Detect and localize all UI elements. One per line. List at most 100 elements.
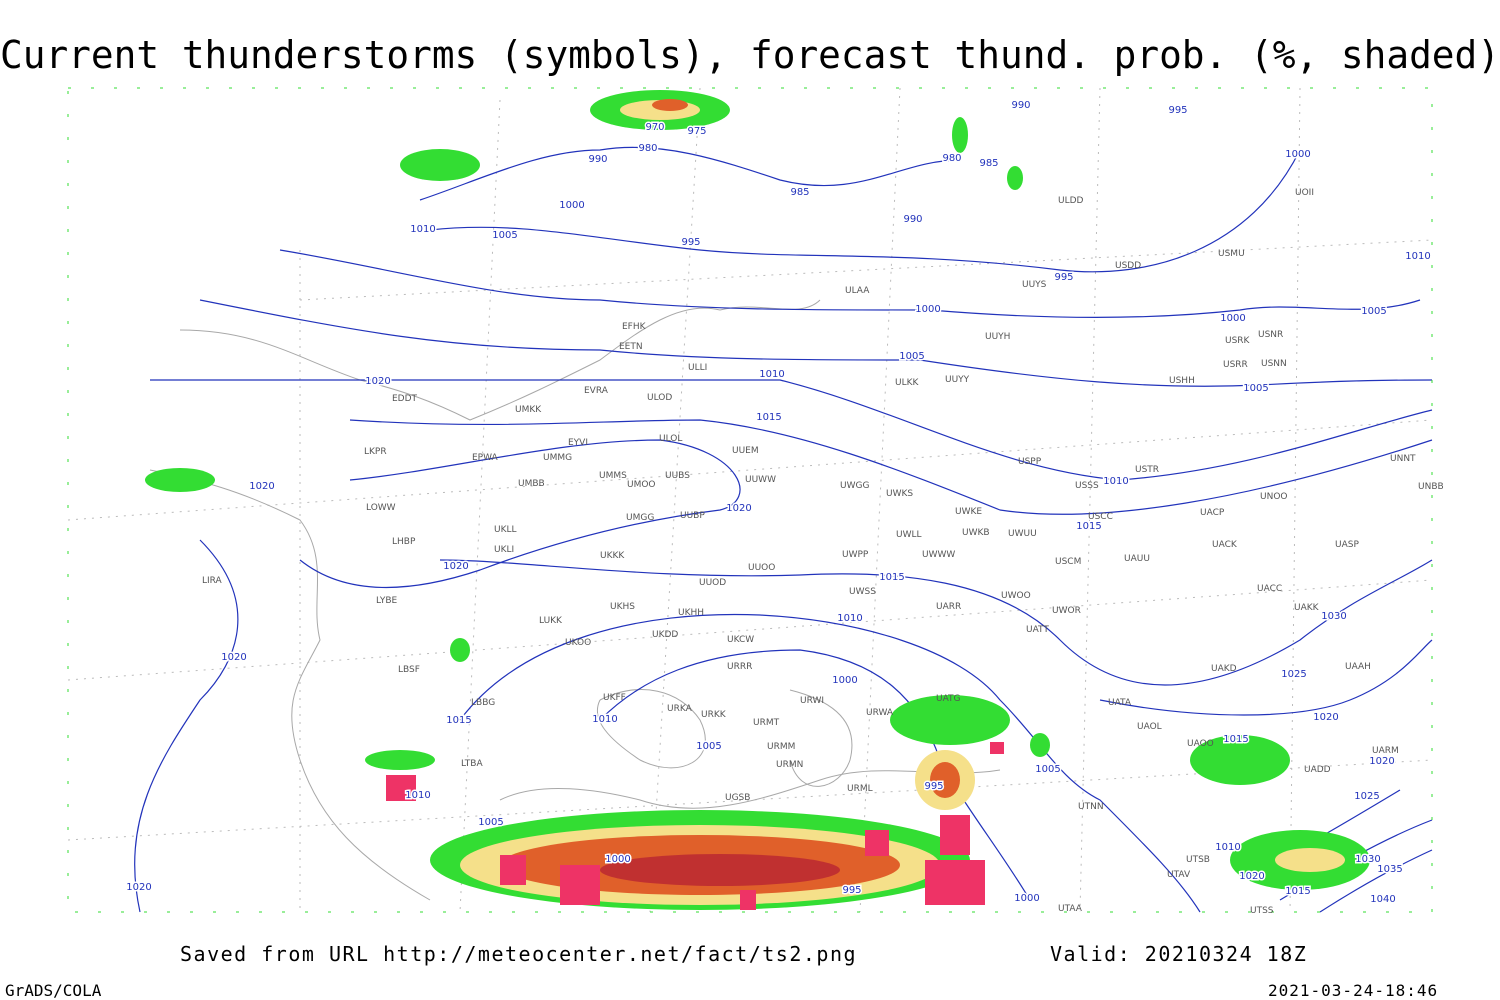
coastlines [149,299,1001,901]
station-label: UKOO [565,638,591,648]
station-label: UKHH [678,608,704,618]
isobar-label: 1025 [1281,669,1306,680]
station-label: ULOD [647,393,672,403]
station-label: UAAH [1345,662,1371,672]
isobar-label: 1000 [1014,893,1039,904]
station-label: EVRA [584,386,609,396]
station-label: UACK [1212,540,1238,550]
station-label: EYVI [568,438,588,448]
station-label: UTNN [1078,802,1104,812]
valid-time: Valid: 20210324 18Z [1050,942,1307,966]
station-label: URML [847,784,873,794]
isobar-label: 1000 [559,200,584,211]
map-labels: 970 975 980 990 985 1000 1010 1005 995 990 980 985 9… [125,99,1444,917]
station-label: USPP [1018,457,1042,467]
isobar-label: 1010 [1405,251,1430,262]
isobar-label: 1010 [410,224,435,235]
isobar-label: 1010 [1215,842,1240,853]
isobar-label: 1000 [605,854,630,865]
isobar-label: 1015 [879,572,904,583]
isobar-label: 970 [645,122,664,133]
isobar-label: 1000 [1220,313,1245,324]
station-label: USCM [1055,557,1081,567]
station-label: UUOO [748,563,775,573]
isobar-label: 995 [1168,105,1187,116]
station-label: UWUU [1008,529,1037,539]
station-label: URRR [727,662,752,672]
isobar-label: 980 [638,143,657,154]
station-label: UUYH [985,332,1010,342]
station-label: UKLL [494,525,517,535]
station-label: LOWW [366,503,396,513]
station-label: UOII [1295,188,1314,198]
station-label: ULOL [659,434,682,444]
station-label: UATA [1108,698,1132,708]
isobar-label: 1030 [1355,854,1380,865]
isobar-label: 995 [924,781,943,792]
isobar-label: 1005 [696,741,721,752]
isobar-label: 995 [681,237,700,248]
isobar-label: 1015 [446,715,471,726]
isobar-label: 1005 [1243,383,1268,394]
station-label: UKKK [600,551,625,561]
isobar-label: 990 [1011,100,1030,111]
graticule [67,87,1433,913]
station-label: UAKK [1294,603,1320,613]
map-background [68,88,1432,912]
isobar-label: 995 [1054,272,1073,283]
station-label: UACC [1257,584,1282,594]
isobar-label: 1020 [365,376,390,387]
station-label: UKFF [603,693,626,703]
isobar-label: 1015 [1285,886,1310,897]
station-label: URKA [667,704,693,714]
station-label: EETN [619,342,643,352]
station-label: USSS [1075,481,1099,491]
isobar-label: 980 [942,153,961,164]
station-label: UADD [1304,765,1331,775]
station-label: UMKK [515,405,542,415]
station-label: LKPR [364,447,387,457]
station-label: UWSS [849,587,876,597]
isobar-label: 1035 [1377,864,1402,875]
station-label: UUBP [680,511,705,521]
station-label: UARM [1372,746,1399,756]
station-label: USRK [1225,336,1251,346]
isobar-label: 1010 [759,369,784,380]
station-label: ULAA [845,286,870,296]
station-label: UMMG [543,453,572,463]
isobar-label: 975 [687,126,706,137]
isobar-label: 985 [979,158,998,169]
station-label: USTR [1135,465,1159,475]
station-label: UUYS [1022,280,1047,290]
station-label: UUEM [732,446,759,456]
station-label: UAOL [1137,722,1162,732]
isobar-label: 990 [903,214,922,225]
station-label: UWLL [896,530,922,540]
isobar-label: 1020 [726,503,751,514]
station-label: UAOO [1187,739,1214,749]
station-label: LHBP [392,537,416,547]
station-label: LYBE [376,596,397,606]
map-area [67,87,1433,913]
isobar-label: 1010 [592,714,617,725]
isobar-label: 1015 [756,412,781,423]
station-label: EFHK [622,322,647,332]
station-label: UUYY [945,375,970,385]
station-label: USRR [1223,360,1248,370]
isobar-label: 1005 [1035,764,1060,775]
station-label: USDD [1115,261,1141,271]
isobar-label: 1040 [1370,894,1395,905]
station-label: UWKS [886,489,913,499]
station-label: UAKD [1211,664,1237,674]
station-label: UKDD [652,630,678,640]
station-label: UTAA [1058,904,1083,914]
station-label: UAUU [1124,554,1150,564]
isobar-label: 1020 [443,561,468,572]
isobar-label: 1000 [832,675,857,686]
isobar-label: 1000 [1285,149,1310,160]
station-label: UWGG [840,481,869,491]
station-label: UWPP [842,550,869,560]
station-label: UWOO [1001,591,1031,601]
isobar-label: 1020 [1239,871,1264,882]
